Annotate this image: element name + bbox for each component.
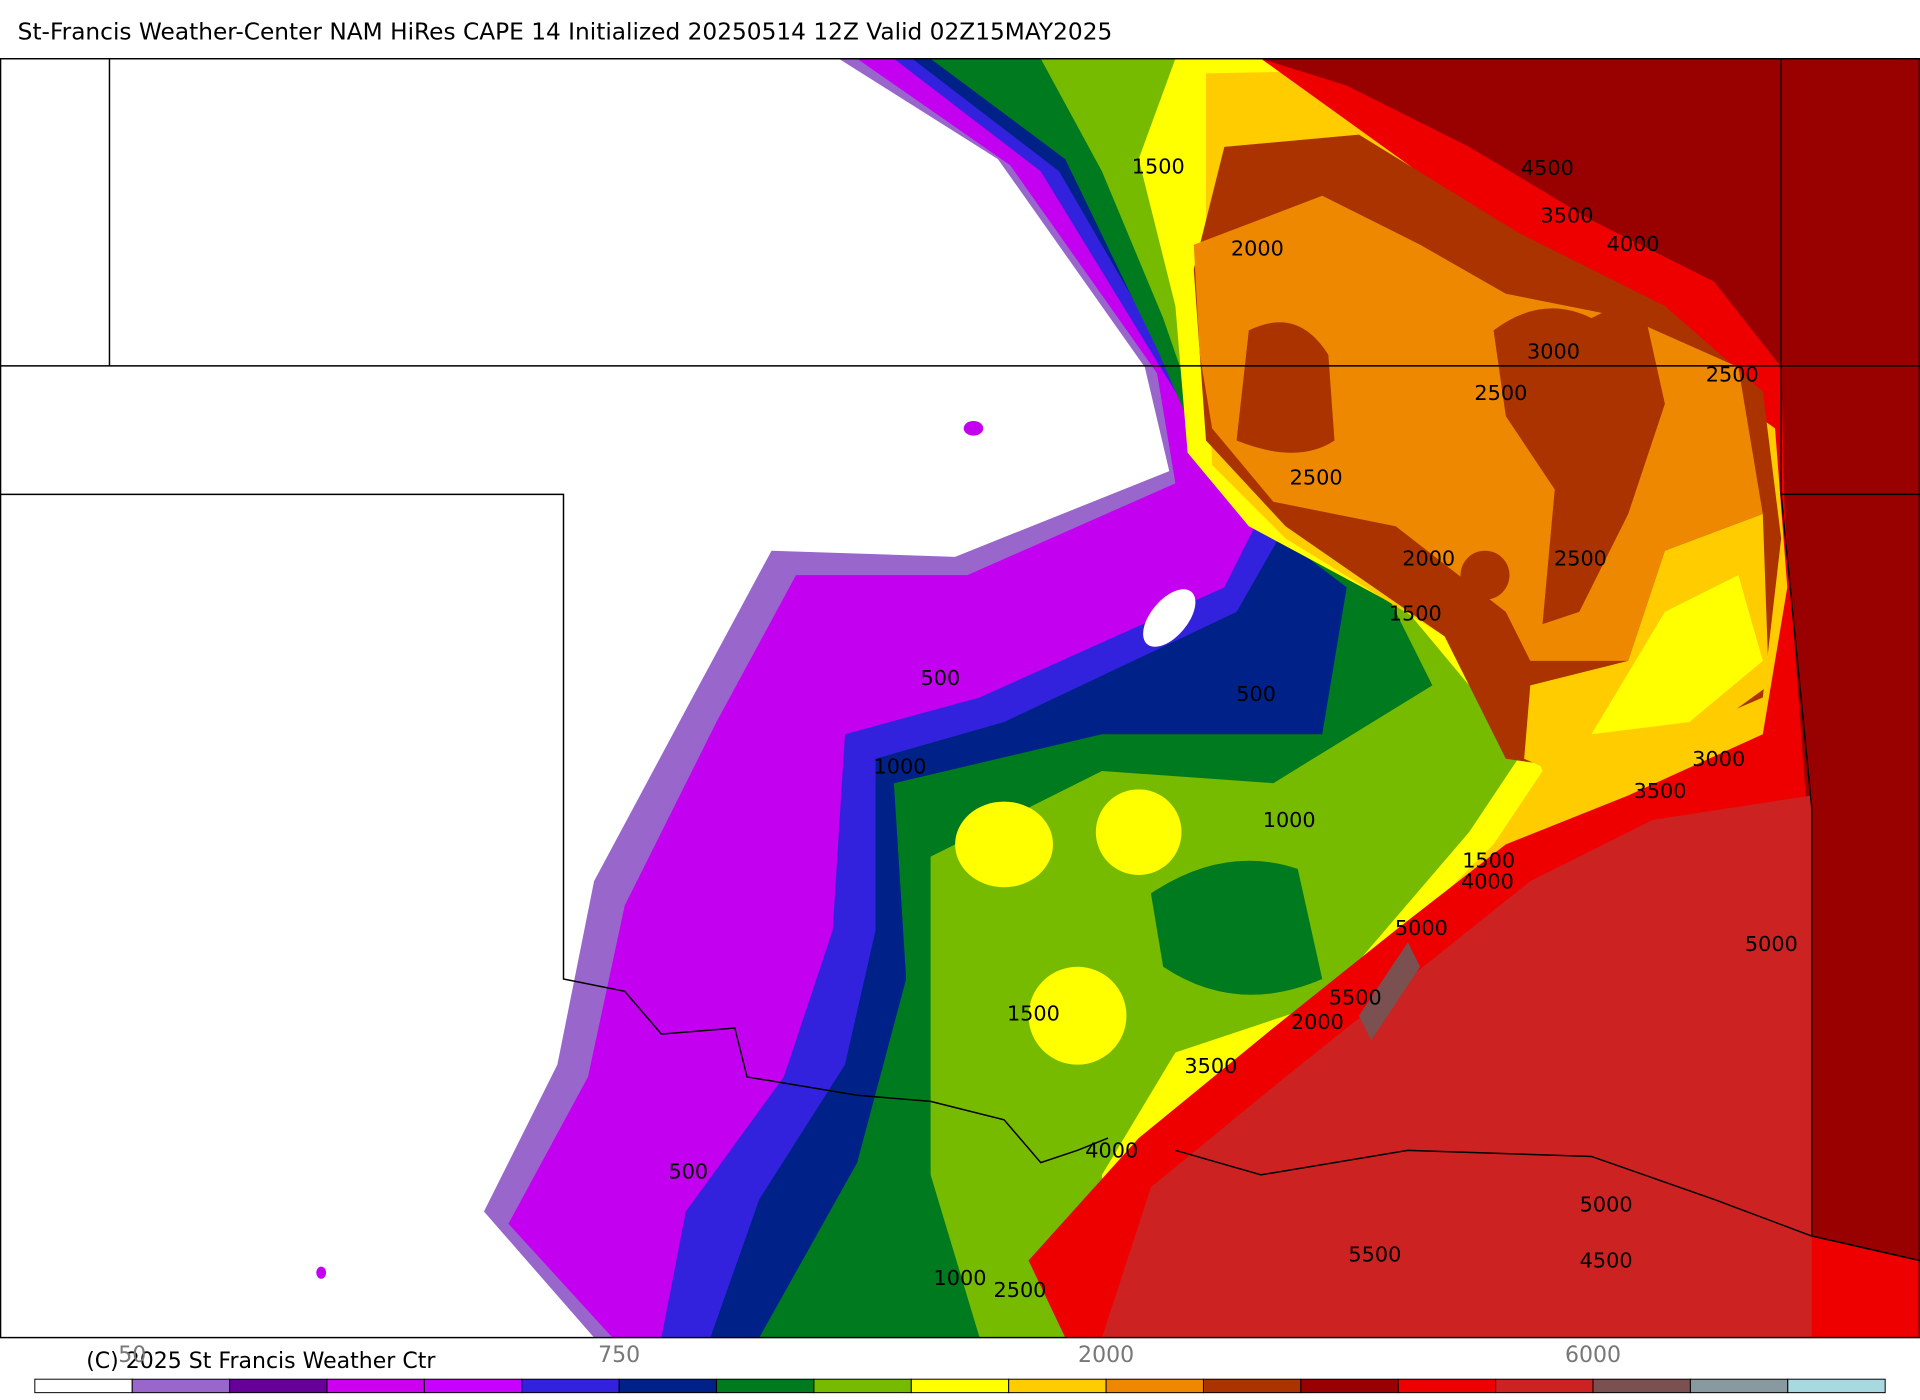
colorbar-swatch xyxy=(1300,1378,1399,1394)
contour-label: 2000 xyxy=(1231,237,1284,261)
contour-label: 1500 xyxy=(1462,849,1515,873)
contour-label: 4500 xyxy=(1580,1249,1633,1273)
colorbar-swatch xyxy=(1689,1378,1789,1394)
contour-label: 1000 xyxy=(934,1266,987,1290)
contour-label: 500 xyxy=(668,1159,708,1183)
contour-label: 3000 xyxy=(1692,747,1745,771)
colorbar-tick-label: 2000 xyxy=(1078,1343,1134,1368)
colorbar-swatch xyxy=(1787,1378,1886,1394)
colorbar-swatch xyxy=(1592,1378,1691,1394)
contour-label: 5000 xyxy=(1580,1192,1633,1216)
colorbar-swatch xyxy=(423,1378,523,1394)
colorbar-tick-label: 6000 xyxy=(1565,1343,1621,1368)
contour-label: 500 xyxy=(1236,682,1276,706)
contour-label: 1500 xyxy=(1132,155,1185,179)
colorbar-swatch xyxy=(1397,1378,1497,1394)
contour-label: 5000 xyxy=(1745,932,1798,956)
copyright: (C) 2025 St Francis Weather Ctr xyxy=(86,1349,436,1374)
contour-label: 2500 xyxy=(1554,546,1607,570)
contour-label: 5000 xyxy=(1395,916,1448,940)
contour-label: 2500 xyxy=(1706,363,1759,387)
colorbar: 50 750 2000 6000 xyxy=(34,1343,1886,1394)
contour-label: 2500 xyxy=(1290,465,1343,489)
colorbar-swatch xyxy=(910,1378,1010,1394)
colorbar-swatch xyxy=(326,1378,425,1394)
contour-label: 3500 xyxy=(1541,204,1594,228)
colorbar-swatch xyxy=(618,1378,718,1394)
colorbar-swatch xyxy=(1105,1378,1204,1394)
colorbar-swatch xyxy=(1008,1378,1107,1394)
colorbar-swatch xyxy=(716,1378,815,1394)
contour-label: 4500 xyxy=(1521,156,1574,180)
contour-label: 5500 xyxy=(1348,1243,1401,1267)
contour-label: 2000 xyxy=(1291,1010,1344,1034)
contour-label: 3500 xyxy=(1634,779,1687,803)
contour-label: 1000 xyxy=(874,754,927,778)
colorbar-tick-label: 50 xyxy=(118,1343,146,1368)
contour-label: 1000 xyxy=(1263,808,1316,832)
contour-label: 1500 xyxy=(1007,1002,1060,1026)
colorbar-swatch xyxy=(1495,1378,1594,1394)
colorbar-swatch xyxy=(131,1378,231,1394)
contour-label: 3000 xyxy=(1527,339,1580,363)
contour-label: 5500 xyxy=(1329,986,1382,1010)
contour-label: 2500 xyxy=(1474,381,1527,405)
title: St-Francis Weather-Center NAM HiRes CAPE… xyxy=(18,19,1113,46)
colorbar-swatch xyxy=(521,1378,620,1394)
contour-label: 4000 xyxy=(1607,232,1660,256)
cape-field xyxy=(0,58,1920,1338)
colorbar-swatch xyxy=(813,1378,912,1394)
contour-label: 4000 xyxy=(1085,1139,1138,1163)
contour-labels: 1500 450035004000200030002500250025002000… xyxy=(668,155,1797,1302)
contour-label: 2000 xyxy=(1402,546,1455,570)
colorbar-swatch xyxy=(229,1378,328,1394)
contour-label: 500 xyxy=(921,666,961,690)
colorbar-swatch xyxy=(1202,1378,1302,1394)
contour-label: 4000 xyxy=(1461,869,1514,893)
colorbar-swatch xyxy=(34,1378,133,1394)
contour-label: 2500 xyxy=(993,1278,1046,1302)
colorbar-tick-label: 750 xyxy=(598,1343,640,1368)
contour-label: 1500 xyxy=(1389,601,1442,625)
contour-label: 3500 xyxy=(1184,1054,1237,1078)
borders xyxy=(0,58,1920,1339)
